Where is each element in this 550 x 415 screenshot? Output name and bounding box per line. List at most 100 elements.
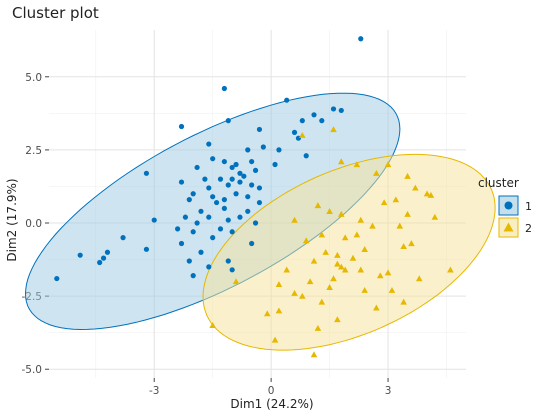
cluster-1-point	[241, 173, 247, 179]
cluster-2-point	[275, 281, 283, 288]
cluster-1-point	[245, 194, 251, 200]
cluster-1-point	[252, 167, 259, 173]
cluster-1-point	[178, 179, 185, 185]
cluster-1-point	[151, 217, 157, 223]
cluster-2-point	[326, 208, 333, 214]
cluster-1-point	[100, 255, 107, 261]
cluster-1-point	[245, 147, 251, 153]
cluster-1-point	[319, 118, 325, 124]
cluster-1-point	[256, 199, 263, 206]
cluster-1-point	[249, 240, 255, 247]
cluster-2-point	[299, 292, 306, 299]
cluster-1-point	[202, 176, 208, 182]
cluster-1-point	[221, 197, 227, 203]
cluster-2-point	[326, 284, 333, 290]
cluster-2-point	[392, 196, 400, 203]
cluster-1-point	[97, 259, 103, 266]
cluster-1-point	[229, 229, 235, 235]
cluster-2-point	[384, 269, 392, 276]
cluster-1-point	[221, 85, 227, 92]
cluster-2-point	[283, 266, 291, 273]
cluster-1-point	[256, 126, 263, 133]
cluster-1-point	[291, 129, 298, 135]
cluster-2-point	[427, 191, 435, 198]
cluster-1-point	[237, 170, 243, 176]
cluster-2-point	[353, 231, 361, 238]
cluster-1-point	[190, 273, 196, 279]
cluster-2-point	[330, 126, 337, 133]
chart-title: Cluster plot	[12, 4, 99, 22]
cluster-1-point	[221, 158, 227, 165]
cluster-2-point	[396, 222, 404, 229]
cluster-2-point	[388, 286, 396, 293]
cluster-1-point	[225, 258, 231, 264]
cluster-2-point	[380, 199, 388, 206]
cluster-2-point	[209, 322, 216, 329]
cluster-1-point	[198, 208, 204, 214]
y-axis-label: Dim2 (17.9%)	[5, 178, 19, 261]
cluster-2-point	[447, 266, 454, 273]
cluster-1-point	[284, 97, 290, 103]
x-axis-label: Dim1 (24.2%)	[230, 397, 313, 411]
cluster-1-point	[143, 246, 150, 252]
legend-entry-label: 1	[525, 200, 532, 213]
legend-key-triangle-icon	[503, 222, 514, 232]
y-tick-label: -5.0	[22, 364, 43, 376]
cluster-2-point	[376, 272, 384, 279]
cluster-2-point	[412, 184, 419, 191]
cluster-1-point	[221, 205, 227, 211]
cluster-1-point	[237, 179, 243, 185]
cluster-1-point	[143, 170, 150, 176]
cluster-2-point	[373, 304, 380, 311]
x-tick-label: 0	[268, 385, 275, 397]
cluster-1-point	[249, 182, 255, 188]
cluster-2-point	[314, 324, 322, 331]
cluster-1-point	[120, 235, 126, 241]
y-tick-label: 2.5	[25, 145, 42, 157]
cluster-2-point	[400, 298, 407, 305]
cluster-1-point	[210, 235, 216, 241]
cluster-1-point	[260, 144, 266, 150]
cluster-2-point	[384, 161, 392, 168]
cluster-2-point	[373, 169, 380, 176]
cluster-1-point	[186, 197, 192, 203]
legend-entry-label: 2	[525, 222, 532, 235]
cluster-2-point	[232, 278, 240, 285]
cluster-1-point	[213, 199, 220, 206]
cluster-1-point	[194, 220, 200, 226]
cluster-1-point	[256, 185, 263, 191]
cluster-2-point	[357, 266, 365, 273]
cluster-1-point	[190, 191, 196, 197]
legend: cluster 1 2	[478, 176, 532, 238]
cluster-1-point	[182, 214, 189, 220]
cluster-1-point	[225, 217, 231, 223]
cluster-1-point	[186, 258, 192, 264]
cluster-2-point	[415, 275, 423, 282]
cluster-2-point	[337, 210, 345, 217]
plot-panel: -303-5.0-2.50.02.55.0	[22, 30, 496, 397]
cluster-2-point	[299, 131, 306, 138]
x-tick-label: -3	[149, 385, 159, 397]
cluster-1-point	[210, 156, 216, 162]
cluster-1-point	[206, 264, 212, 270]
cluster-2-point	[431, 213, 439, 220]
cluster-2-point	[400, 243, 407, 250]
cluster-2-point	[341, 234, 349, 241]
legend-title: cluster	[478, 176, 519, 190]
cluster-1-point	[229, 164, 235, 171]
cluster-2-point	[302, 237, 310, 244]
cluster-1-point	[206, 185, 212, 191]
cluster-2-point	[263, 310, 271, 317]
cluster-1-point	[229, 176, 235, 182]
x-tick-label: 3	[385, 385, 392, 397]
cluster-1-point	[233, 191, 239, 197]
cluster-2-point	[353, 161, 361, 168]
cluster-2-point	[334, 316, 341, 323]
cluster-1-point	[178, 123, 185, 130]
cluster-1-point	[217, 226, 224, 232]
cluster-1-point	[303, 153, 309, 159]
y-tick-label: 5.0	[25, 72, 42, 84]
cluster-2-point	[318, 298, 326, 305]
